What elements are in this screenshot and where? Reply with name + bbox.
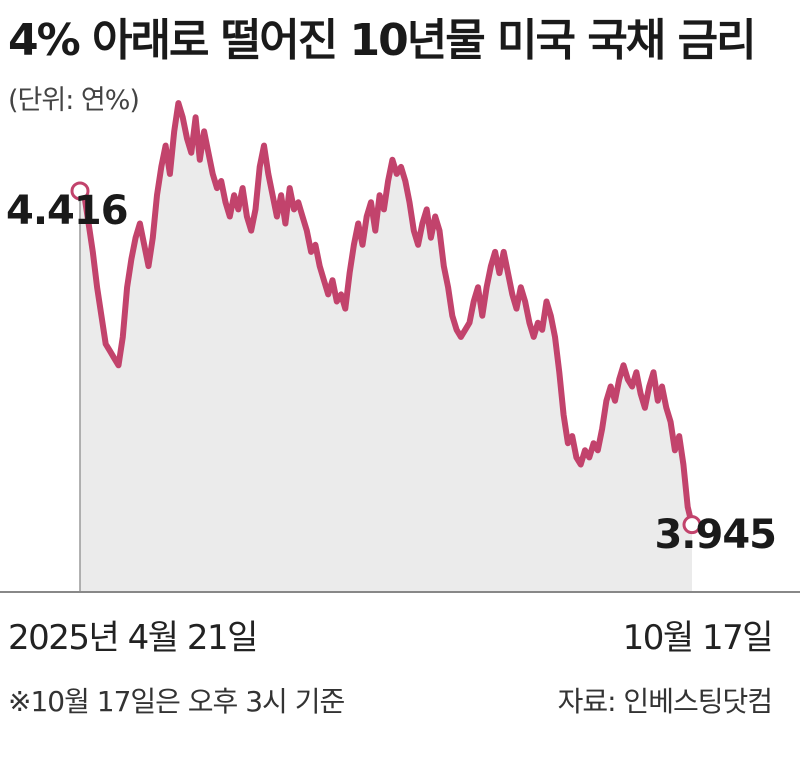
start-point-marker <box>70 181 90 201</box>
end-point-marker <box>682 515 702 535</box>
chart-title: 4% 아래로 떨어진 10년물 미국 국채 금리 <box>8 15 757 66</box>
x-start-label: 2025년 4월 21일 <box>8 618 258 658</box>
area-fill <box>80 103 692 592</box>
unit-label: (단위: 연%) <box>8 85 140 116</box>
footnote: ※10월 17일은 오후 3시 기준 <box>8 685 345 718</box>
yield-series-line <box>77 100 695 528</box>
x-end-label: 10월 17일 <box>622 618 774 658</box>
start-value-label: 4.416 <box>6 188 129 234</box>
source-label: 자료: 인베스팅닷컴 <box>557 685 773 718</box>
end-value-label: 3.945 <box>654 512 777 558</box>
